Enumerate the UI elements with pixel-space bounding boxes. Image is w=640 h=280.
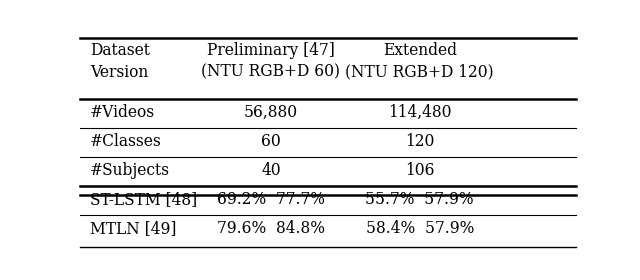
Text: 55.7%  57.9%: 55.7% 57.9% [365,191,474,208]
Text: 106: 106 [405,162,435,179]
Text: 60: 60 [261,133,281,150]
Text: 58.4%  57.9%: 58.4% 57.9% [365,220,474,237]
Text: #Classes: #Classes [90,133,162,150]
Text: #Videos: #Videos [90,104,155,121]
Text: 56,880: 56,880 [244,104,298,121]
Text: #Subjects: #Subjects [90,162,170,179]
Text: 114,480: 114,480 [388,104,451,121]
Text: 120: 120 [405,133,435,150]
Text: 79.6%  84.8%: 79.6% 84.8% [217,220,325,237]
Text: MTLN [49]: MTLN [49] [90,220,177,237]
Text: Preliminary [47]
(NTU RGB+D 60): Preliminary [47] (NTU RGB+D 60) [202,42,340,81]
Text: Dataset
Version: Dataset Version [90,42,150,81]
Text: 69.2%  77.7%: 69.2% 77.7% [217,191,325,208]
Text: 40: 40 [261,162,281,179]
Text: Extended
(NTU RGB+D 120): Extended (NTU RGB+D 120) [346,42,494,81]
Text: ST-LSTM [48]: ST-LSTM [48] [90,191,197,208]
